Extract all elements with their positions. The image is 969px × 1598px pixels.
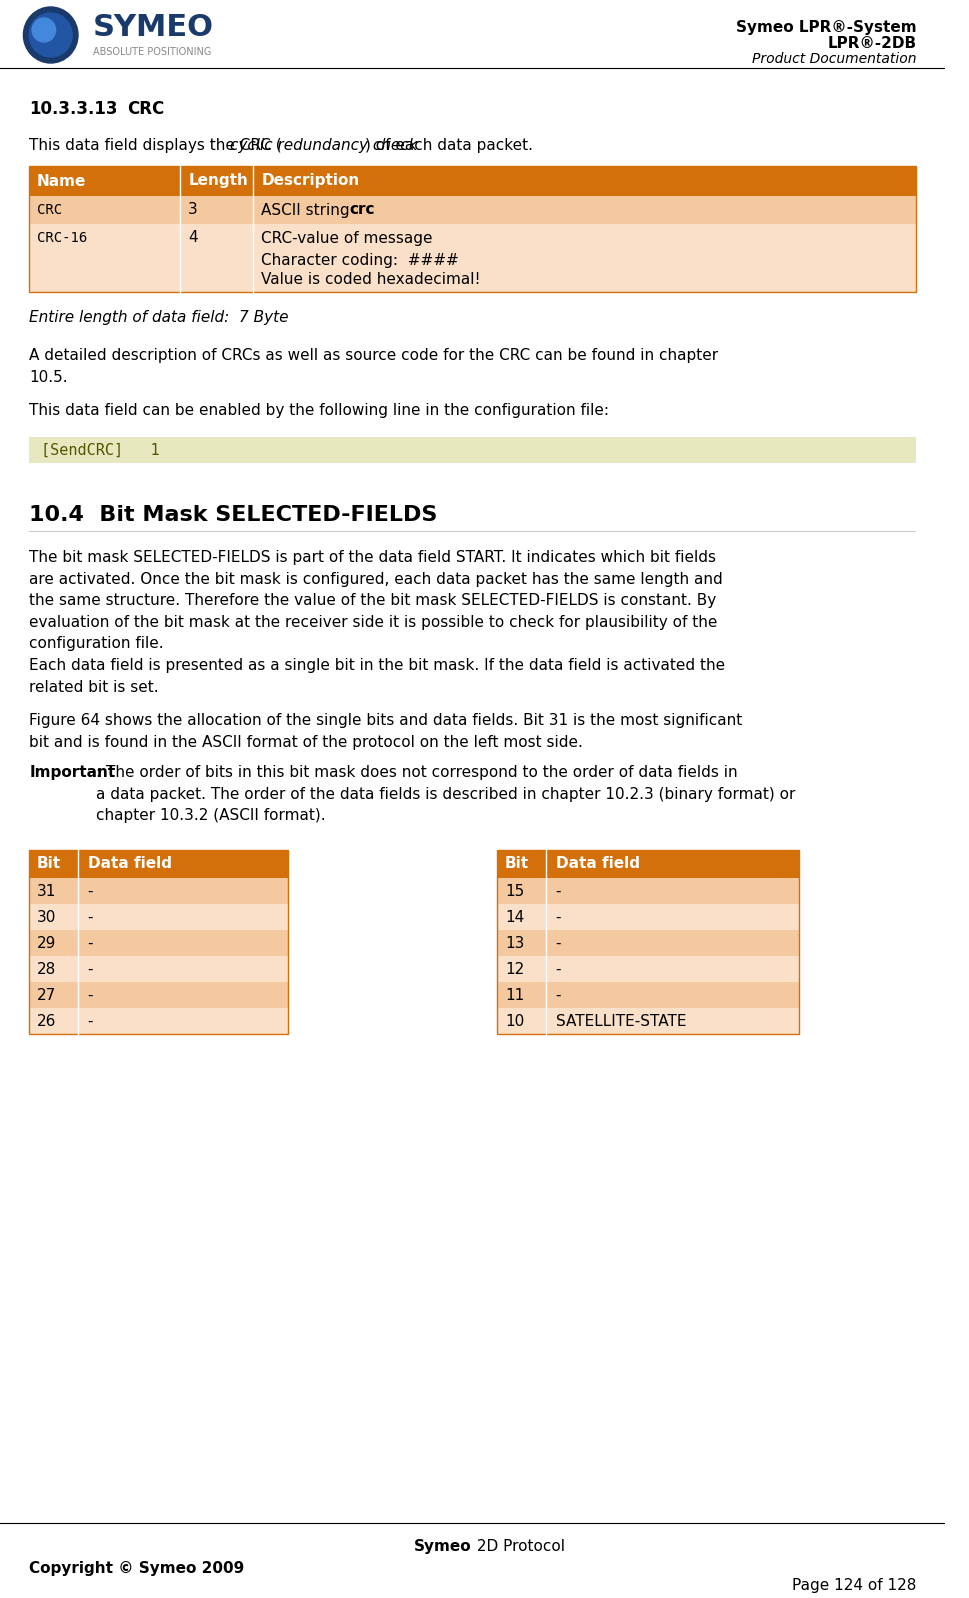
Text: CRC: CRC — [37, 203, 62, 217]
Text: Description: Description — [262, 174, 359, 189]
Text: ) of each data packet.: ) of each data packet. — [365, 137, 533, 153]
Text: -: - — [555, 909, 561, 925]
FancyBboxPatch shape — [29, 956, 288, 983]
Circle shape — [32, 18, 55, 42]
Text: Entire length of data field:  7 Byte: Entire length of data field: 7 Byte — [29, 310, 289, 324]
Circle shape — [23, 6, 78, 62]
FancyBboxPatch shape — [29, 224, 917, 292]
Text: 26: 26 — [37, 1013, 56, 1029]
Text: -: - — [88, 935, 93, 951]
Text: Name: Name — [37, 174, 86, 189]
FancyBboxPatch shape — [497, 904, 799, 930]
Text: 10.4  Bit Mask SELECTED-FIELDS: 10.4 Bit Mask SELECTED-FIELDS — [29, 505, 438, 526]
Text: This data field displays the CRC (: This data field displays the CRC ( — [29, 137, 282, 153]
Text: crc: crc — [349, 203, 374, 217]
Text: Length: Length — [188, 174, 248, 189]
Text: Important: Important — [29, 765, 115, 780]
Text: -: - — [88, 988, 93, 1002]
Text: Value is coded hexadecimal!: Value is coded hexadecimal! — [262, 273, 481, 288]
Text: 14: 14 — [505, 909, 524, 925]
FancyBboxPatch shape — [29, 197, 917, 224]
Text: cyclic redundancy check: cyclic redundancy check — [230, 137, 418, 153]
Text: 27: 27 — [37, 988, 56, 1002]
FancyBboxPatch shape — [29, 983, 288, 1008]
Text: 13: 13 — [505, 935, 524, 951]
Text: Product Documentation: Product Documentation — [752, 53, 917, 66]
Text: LPR®-2DB: LPR®-2DB — [828, 37, 917, 51]
Text: Page 124 of 128: Page 124 of 128 — [792, 1577, 917, 1593]
Text: Character coding:  ####: Character coding: #### — [262, 252, 459, 267]
Text: 31: 31 — [37, 884, 56, 898]
Text: ABSOLUTE POSITIONING: ABSOLUTE POSITIONING — [93, 46, 211, 58]
Text: -: - — [88, 884, 93, 898]
FancyBboxPatch shape — [497, 877, 799, 904]
Text: Symeo: Symeo — [414, 1539, 472, 1553]
FancyBboxPatch shape — [29, 850, 288, 877]
Text: 15: 15 — [505, 884, 524, 898]
Text: SYMEO: SYMEO — [93, 13, 213, 43]
Text: Bit: Bit — [505, 857, 529, 871]
Text: Each data field is presented as a single bit in the bit mask. If the data field : Each data field is presented as a single… — [29, 658, 726, 695]
Text: ASCII string: ASCII string — [262, 203, 355, 217]
Text: 29: 29 — [37, 935, 56, 951]
Text: 11: 11 — [505, 988, 524, 1002]
FancyBboxPatch shape — [29, 1008, 288, 1034]
Text: Data field: Data field — [88, 857, 172, 871]
Text: 12: 12 — [505, 962, 524, 976]
Text: 2D Protocol: 2D Protocol — [472, 1539, 565, 1553]
FancyBboxPatch shape — [29, 877, 288, 904]
FancyBboxPatch shape — [497, 850, 799, 877]
FancyBboxPatch shape — [29, 904, 288, 930]
FancyBboxPatch shape — [497, 983, 799, 1008]
Text: -: - — [88, 962, 93, 976]
Text: Figure 64 shows the allocation of the single bits and data fields. Bit 31 is the: Figure 64 shows the allocation of the si… — [29, 713, 742, 749]
Text: 10: 10 — [505, 1013, 524, 1029]
Text: -: - — [555, 988, 561, 1002]
Text: 10.3.3.13: 10.3.3.13 — [29, 101, 118, 118]
Text: Data field: Data field — [555, 857, 640, 871]
Text: 3: 3 — [188, 203, 198, 217]
FancyBboxPatch shape — [497, 956, 799, 983]
Text: [SendCRC]   1: [SendCRC] 1 — [41, 443, 160, 457]
FancyBboxPatch shape — [29, 166, 917, 197]
Text: This data field can be enabled by the following line in the configuration file:: This data field can be enabled by the fo… — [29, 403, 610, 419]
Text: 4: 4 — [188, 230, 198, 246]
FancyBboxPatch shape — [497, 1008, 799, 1034]
Text: 28: 28 — [37, 962, 56, 976]
FancyBboxPatch shape — [497, 930, 799, 956]
FancyBboxPatch shape — [29, 436, 917, 463]
Text: CRC: CRC — [127, 101, 164, 118]
Text: Copyright © Symeo 2009: Copyright © Symeo 2009 — [29, 1561, 244, 1576]
Text: The bit mask SELECTED-FIELDS is part of the data field START. It indicates which: The bit mask SELECTED-FIELDS is part of … — [29, 550, 723, 652]
Text: Symeo LPR®-System: Symeo LPR®-System — [735, 21, 917, 35]
Text: CRC-value of message: CRC-value of message — [262, 230, 433, 246]
Text: -: - — [555, 962, 561, 976]
Text: Bit: Bit — [37, 857, 61, 871]
Text: CRC-16: CRC-16 — [37, 232, 87, 244]
FancyBboxPatch shape — [29, 930, 288, 956]
Text: -: - — [88, 909, 93, 925]
Text: SATELLITE-STATE: SATELLITE-STATE — [555, 1013, 686, 1029]
Text: -: - — [555, 884, 561, 898]
Circle shape — [29, 13, 72, 58]
Text: 30: 30 — [37, 909, 56, 925]
Text: A detailed description of CRCs as well as source code for the CRC can be found i: A detailed description of CRCs as well a… — [29, 348, 718, 385]
Text: -: - — [88, 1013, 93, 1029]
Text: : The order of bits in this bit mask does not correspond to the order of data fi: : The order of bits in this bit mask doe… — [96, 765, 795, 823]
Text: -: - — [555, 935, 561, 951]
